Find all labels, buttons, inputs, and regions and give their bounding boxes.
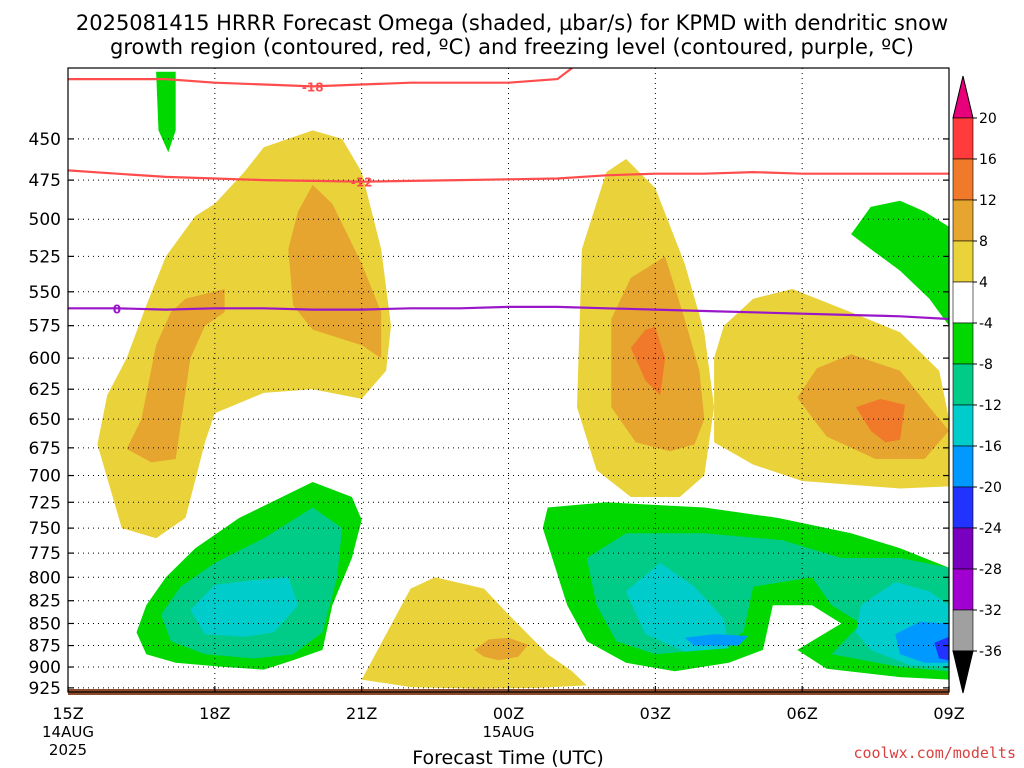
y-tick-label-450: 450	[29, 130, 61, 150]
field-16	[684, 634, 749, 646]
colorbar-label: -20	[979, 480, 1002, 496]
colorbar-label: -24	[979, 521, 1002, 537]
colorbar-label: -4	[979, 316, 993, 332]
colorbar-segment-3	[952, 240, 974, 283]
contour-dgz-1	[68, 169, 949, 183]
colorbar: 20 16 12 8 4 -4 -8 -12 -16 -20 -24 -28 -32 -36	[952, 75, 1002, 694]
colorbar-segment-0	[952, 117, 974, 160]
colorbar-bottom-arrow	[952, 650, 974, 694]
colorbar-label: 16	[979, 152, 997, 168]
x-tick-date-15Z: 14AUG	[42, 723, 94, 741]
colorbar-segment-12	[952, 609, 974, 652]
contour-label-dgz: -12	[351, 176, 373, 190]
y-tick-label-700: 700	[29, 467, 61, 487]
y-tick-label-875: 875	[29, 637, 61, 657]
x-axis-label: Forecast Time (UTC)	[412, 747, 603, 768]
contour-label-freezing: 0	[113, 302, 121, 316]
y-tick-label-775: 775	[29, 544, 61, 564]
y-tick-label-825: 825	[29, 592, 61, 612]
x-tick-label-09Z: 09Z	[933, 704, 964, 723]
field-17	[895, 621, 949, 663]
colorbar-label: -36	[979, 644, 1002, 660]
y-tick-label-725: 725	[29, 493, 61, 513]
y-tick-label-525: 525	[29, 247, 61, 267]
x-tick-label-03Z: 03Z	[640, 704, 671, 723]
colorbar-segment-7	[952, 404, 974, 447]
colorbar-segment-2	[952, 199, 974, 242]
colorbar-label: -16	[979, 439, 1002, 455]
colorbar-label: 4	[979, 275, 988, 291]
y-tick-label-750: 750	[29, 519, 61, 539]
colorbar-segment-4	[952, 281, 974, 324]
contour-label-dgz: -18	[302, 80, 324, 94]
colorbar-segment-9	[952, 486, 974, 529]
title-line2: growth region (contoured, red, ºC) and f…	[110, 35, 914, 59]
colorbar-segment-11	[952, 568, 974, 611]
colorbar-segment-8	[952, 445, 974, 488]
y-tick-label-800: 800	[29, 568, 61, 588]
x-tick-year-15Z: 2025	[49, 741, 87, 759]
y-tick-label-625: 625	[29, 380, 61, 400]
colorbar-segment-1	[952, 158, 974, 201]
grid	[67, 68, 950, 692]
colorbar-label: -32	[979, 603, 1002, 619]
y-tick-label-550: 550	[29, 283, 61, 303]
x-tick-date-00Z: 15AUG	[483, 723, 535, 741]
field-20	[851, 200, 949, 326]
x-tick-label-18Z: 18Z	[199, 704, 230, 723]
y-tick-label-500: 500	[29, 210, 61, 230]
field-8	[856, 398, 905, 443]
field-14	[626, 562, 729, 652]
x-tick-label-00Z: 00Z	[493, 704, 524, 723]
colorbar-label: 12	[979, 193, 997, 209]
y-tick-label-600: 600	[29, 349, 61, 369]
field-18	[934, 636, 949, 661]
y-tick-label-850: 850	[29, 614, 61, 634]
colorbar-segment-5	[952, 322, 974, 365]
field-19	[156, 71, 176, 153]
field-11	[190, 577, 298, 637]
y-tick-label-575: 575	[29, 317, 61, 337]
y-tick-label-675: 675	[29, 439, 61, 459]
colorbar-label: 20	[979, 111, 997, 127]
contours: -18 -12 0	[68, 68, 949, 321]
title-line1: 2025081415 HRRR Forecast Omega (shaded, …	[76, 11, 948, 35]
colorbar-label: -8	[979, 357, 993, 373]
colorbar-segment-6	[952, 363, 974, 406]
colorbar-label: -28	[979, 562, 1002, 578]
watermark: coolwx.com/modelts	[853, 744, 1016, 762]
colorbar-label: -12	[979, 398, 1002, 414]
field-21	[361, 577, 587, 689]
colorbar-label: 8	[979, 234, 988, 250]
field-22	[474, 637, 529, 661]
y-axis: 450 475 500 525 550 575 600 625 650 675 700 725 750 7…	[29, 130, 949, 699]
colorbar-top-arrow	[952, 75, 974, 119]
x-tick-label-15Z: 15Z	[52, 704, 83, 723]
contour-dgz-0	[68, 68, 573, 88]
field-2	[288, 184, 382, 359]
y-tick-label-650: 650	[29, 410, 61, 430]
omega-fields	[97, 71, 949, 689]
colorbar-segment-10	[952, 527, 974, 570]
field-5	[630, 327, 666, 396]
x-tick-label-06Z: 06Z	[787, 704, 818, 723]
y-tick-label-900: 900	[29, 658, 61, 678]
y-tick-label-475: 475	[29, 171, 61, 191]
contour-freezing-2	[68, 305, 949, 321]
y-tick-label-925: 925	[29, 679, 61, 699]
field-1	[126, 289, 225, 463]
x-tick-label-21Z: 21Z	[346, 704, 377, 723]
